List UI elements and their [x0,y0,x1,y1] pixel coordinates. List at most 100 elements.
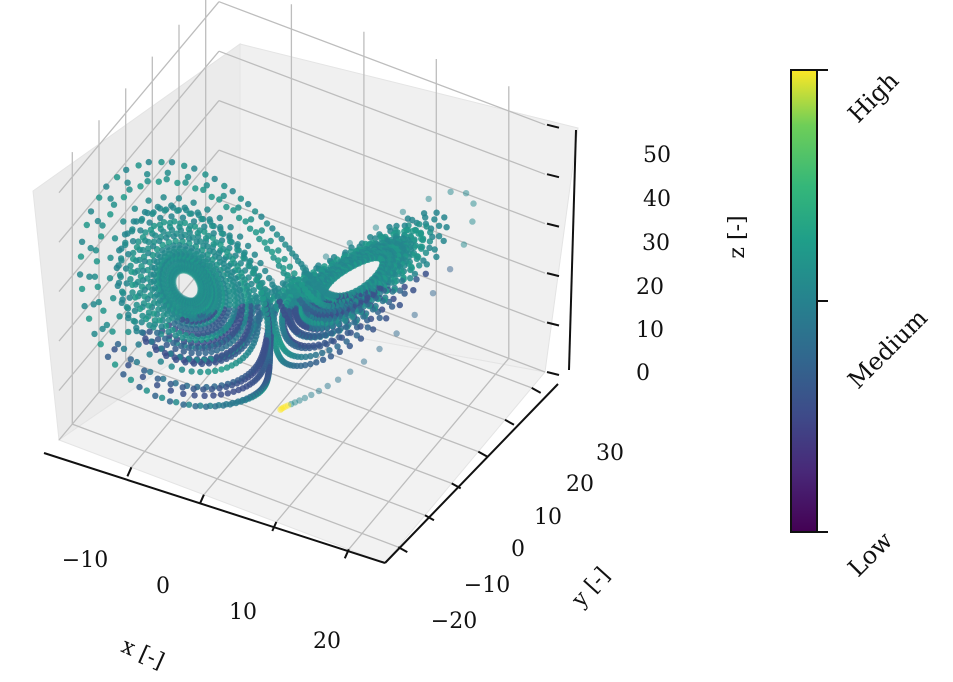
trajectory-point [409,227,416,235]
trajectory-point [178,233,185,240]
trajectory-point [240,251,248,258]
trajectory-point [261,239,268,246]
grid-line [218,149,546,274]
trajectory-point [237,195,245,202]
trajectory-point [247,216,255,223]
trajectory-point [213,261,220,268]
trajectory-point [313,359,320,366]
trajectory-point [258,289,265,296]
trajectory-point [130,218,137,225]
trajectory-point [174,179,181,187]
trajectory-point [204,206,211,213]
trajectory-point [129,289,136,296]
trajectory-point [104,353,112,360]
trajectory-point [410,287,417,294]
trajectory-point [426,244,433,252]
trajectory-point [221,182,228,190]
trajectory-point [191,223,199,230]
grid-line [275,330,437,523]
trajectory-point [249,269,256,277]
trajectory-point [234,241,241,248]
x-tick [126,466,133,477]
trajectory-point [254,303,261,310]
trajectory-point [413,255,421,263]
trajectory-point [91,273,99,280]
trajectory-point [256,235,263,243]
trajectory-point [125,311,132,318]
trajectory-point [415,230,422,237]
trajectory-point [273,231,281,238]
y-tick [397,546,408,553]
trajectory-point [231,302,239,309]
grid-line [218,50,546,175]
trajectory-point [227,224,234,231]
grid-line [218,1,546,126]
trajectory-point [137,273,145,280]
trajectory-point [92,247,100,254]
trajectory-point [321,339,328,347]
trajectory-point [312,351,320,359]
trajectory-point [146,322,153,329]
trajectory-point [293,292,301,299]
trajectory-point [298,281,305,288]
trajectory-point [376,345,383,353]
trajectory-point [167,387,174,394]
trajectory-point [78,285,86,293]
trajectory-point [158,158,165,166]
trajectory-point [123,280,130,287]
trajectory-point [286,263,293,270]
trajectory-point [133,301,140,309]
trajectory-point [123,304,131,311]
trajectory-point [324,382,331,390]
trajectory-point [255,313,262,320]
trajectory-point [431,216,438,223]
trajectory-point [176,323,184,330]
trajectory-point [138,263,145,270]
trajectory-point [411,270,419,278]
trajectory-point [179,214,187,221]
trajectory-point [126,186,133,193]
z-tick-label: 20 [636,275,664,300]
trajectory-point [200,186,207,193]
trajectory-point [435,233,443,240]
trajectory-point [235,214,243,222]
trajectory-point [191,165,198,172]
trajectory-point [132,294,139,301]
y-tick-label: −10 [464,573,510,598]
trajectory-point [124,179,131,186]
trajectory-point [116,271,124,279]
trajectory-point [91,330,98,338]
trajectory-point [127,276,134,283]
trajectory-point [180,401,187,408]
trajectory-point [353,324,361,331]
trajectory-point [197,368,204,376]
y-tick [451,482,462,490]
colorbar-label-medium: Medium [842,304,933,395]
trajectory-point [131,307,139,314]
trajectory-point [99,325,106,333]
trajectory-point [211,175,218,183]
trajectory-point [195,330,202,337]
trajectory-point [100,307,107,314]
trajectory-point [261,300,268,307]
trajectory-point [231,297,239,304]
trajectory-point [407,275,414,282]
trajectory-point [135,341,142,348]
trajectory-point [131,205,138,212]
trajectory-point [159,247,166,254]
trajectory-point [103,183,110,190]
trajectory-point [152,392,159,399]
trajectory-point [133,244,141,251]
trajectory-point [120,194,128,201]
trajectory-point [154,375,161,382]
trajectory-point [188,349,195,357]
trajectory-point [129,255,137,263]
trajectory-point [201,392,208,399]
trajectory-point [119,296,126,303]
trajectory-point [204,251,211,258]
trajectory-point [228,362,235,369]
trajectory-point [401,290,408,297]
trajectory-point [235,386,242,394]
trajectory-point [202,349,209,357]
